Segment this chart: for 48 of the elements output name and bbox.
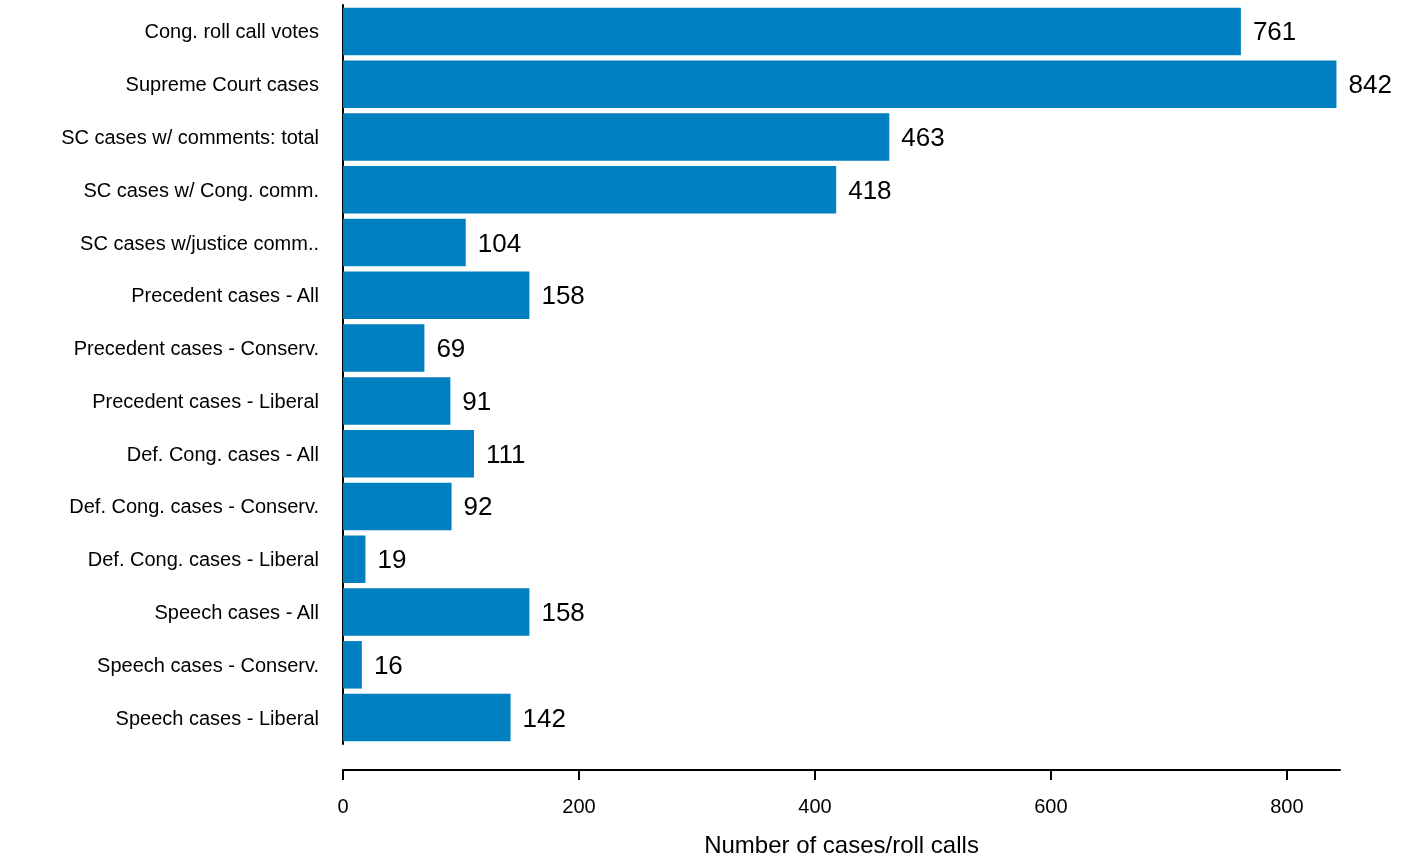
bar — [343, 429, 474, 478]
bar — [343, 588, 530, 636]
bar — [343, 271, 530, 320]
x-tick-label: 0 — [337, 795, 349, 817]
x-tick-label: 800 — [1270, 795, 1304, 817]
data-label: 16 — [373, 649, 403, 680]
x-tick-label: 600 — [1034, 795, 1068, 817]
y-tick-label: SC cases w/ Cong. comm. — [83, 178, 319, 201]
data-label: 842 — [1348, 69, 1392, 100]
y-tick-label: Def. Cong. cases - All — [126, 442, 319, 465]
data-label: 19 — [377, 544, 407, 575]
bar — [343, 535, 366, 583]
x-tick-label: 400 — [798, 795, 832, 817]
bar — [343, 218, 466, 267]
y-tick-label: Speech cases - Conserv. — [97, 653, 319, 676]
bar — [343, 60, 1337, 108]
bar — [343, 641, 362, 689]
data-label: 463 — [901, 121, 945, 152]
data-label: 418 — [848, 174, 892, 205]
x-tick-label: 200 — [562, 795, 596, 817]
y-tick-label: Speech cases - Liberal — [115, 706, 319, 729]
bar — [343, 693, 511, 742]
bar — [343, 166, 837, 214]
x-axis-title: Number of cases/roll calls — [704, 830, 979, 858]
data-label: 158 — [541, 280, 585, 311]
bar — [343, 482, 452, 531]
data-label: 158 — [541, 597, 585, 628]
y-tick-label: Precedent cases - All — [131, 284, 319, 307]
data-label: 111 — [485, 438, 526, 469]
data-label: 104 — [477, 227, 522, 258]
y-tick-label: Supreme Court cases — [125, 73, 319, 96]
data-label: 761 — [1252, 16, 1297, 47]
bar — [343, 7, 1241, 56]
y-tick-label: Precedent cases - Conserv. — [73, 337, 319, 360]
bar — [343, 324, 425, 372]
y-tick-label: SC cases w/justice comm.. — [80, 231, 319, 254]
data-label: 92 — [463, 491, 493, 522]
y-tick-label: Cong. roll call votes — [144, 20, 319, 43]
bar — [343, 113, 890, 161]
bar — [343, 377, 451, 425]
y-tick-label: Speech cases - All — [154, 601, 319, 624]
data-label: 69 — [436, 333, 466, 364]
data-label: 142 — [522, 702, 566, 733]
y-tick-label: Def. Cong. cases - Conserv. — [69, 495, 319, 518]
y-tick-label: Def. Cong. cases - Liberal — [87, 548, 319, 571]
data-label: 91 — [462, 385, 492, 416]
y-tick-label: SC cases w/ comments: total — [61, 125, 319, 148]
y-tick-label: Precedent cases - Liberal — [92, 389, 319, 412]
